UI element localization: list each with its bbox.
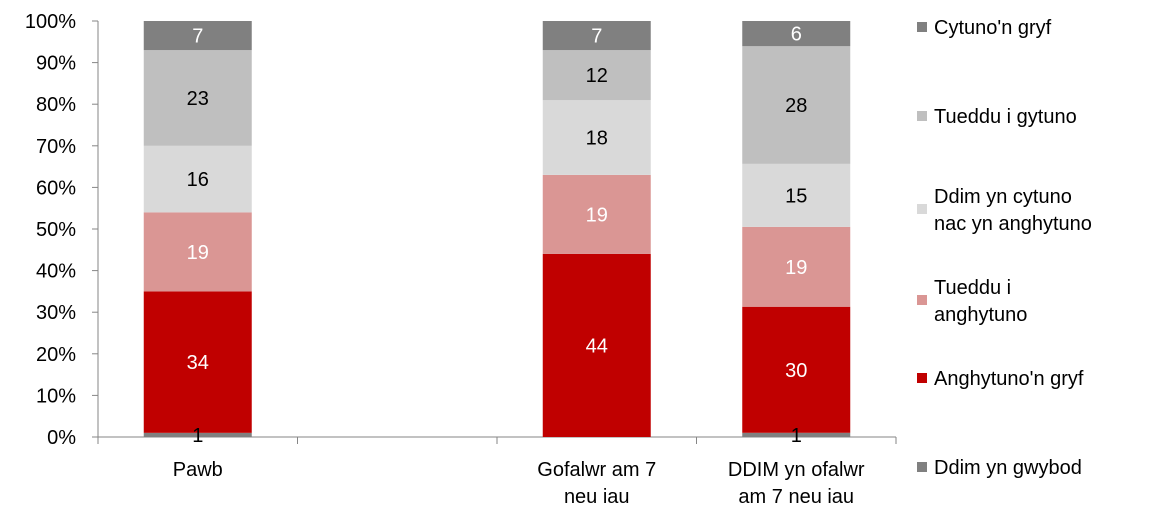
- x-category-label: am 7 neu iau: [738, 486, 854, 508]
- bar-segment: [143, 212, 252, 292]
- legend-label: Anghytuno'n gryf: [934, 368, 1084, 390]
- legend-label: Tueddu i: [934, 277, 1011, 299]
- bar-segment: [742, 306, 851, 433]
- bar-segment: [143, 432, 252, 437]
- data-label: 16: [187, 169, 209, 191]
- legend-swatch: [917, 373, 927, 383]
- data-label: 19: [586, 204, 608, 226]
- y-tick-label: 60%: [36, 177, 76, 199]
- data-label: 1: [192, 425, 203, 447]
- data-label: 12: [586, 65, 608, 87]
- legend-swatch: [917, 111, 927, 121]
- data-label: 34: [187, 352, 209, 374]
- data-label: 18: [586, 127, 608, 149]
- legend-swatch: [917, 204, 927, 214]
- bar-segment: [742, 21, 851, 47]
- chart-data-labels: 1 34 19 16 23 7 44 19 18 12 7 1 30 19 15 28 6: [187, 24, 808, 447]
- data-label: 19: [785, 257, 807, 279]
- bar-segment: [742, 432, 851, 437]
- x-category-label: DDIM yn ofalwr: [728, 459, 865, 481]
- legend-swatch: [917, 462, 927, 472]
- y-tick-label: 90%: [36, 53, 76, 75]
- data-label: 6: [791, 24, 802, 46]
- y-tick-label: 10%: [36, 385, 76, 407]
- y-tick-label: 0%: [47, 427, 76, 449]
- legend-label: Ddim yn gwybod: [934, 457, 1082, 479]
- bar-segment: [542, 100, 651, 175]
- bar-segment: [542, 21, 651, 51]
- bar-segment: [742, 163, 851, 227]
- chart-axes: 0% 10% 20% 30% 40% 50% 60% 70% 80% 90% 100% Pawb Gof…: [25, 11, 897, 508]
- data-label: 44: [586, 335, 608, 357]
- legend-swatch: [917, 22, 927, 32]
- data-label: 1: [791, 425, 802, 447]
- bar-segment: [143, 291, 252, 433]
- y-tick-label: 20%: [36, 344, 76, 366]
- x-category-label: Pawb: [173, 459, 223, 481]
- bar-segment: [143, 145, 252, 213]
- data-label: 15: [785, 185, 807, 207]
- chart-legend: Cytuno'n gryf Tueddu i gytuno Ddim yn cytu…: [917, 17, 1092, 479]
- bar-segment: [143, 21, 252, 51]
- y-tick-label: 80%: [36, 94, 76, 116]
- y-tick-label: 50%: [36, 219, 76, 241]
- y-tick-label: 40%: [36, 261, 76, 283]
- bar-segment: [542, 253, 651, 437]
- data-label: 28: [785, 95, 807, 117]
- bar-segment: [542, 50, 651, 101]
- x-category-label: Gofalwr am 7: [537, 459, 656, 481]
- data-label: 30: [785, 360, 807, 382]
- data-label: 7: [591, 26, 602, 48]
- bar-segment: [742, 46, 851, 164]
- y-tick-label: 100%: [25, 11, 76, 33]
- legend-label: Tueddu i gytuno: [934, 106, 1077, 128]
- bar-segment: [542, 174, 651, 254]
- legend-label: Ddim yn cytuno: [934, 186, 1072, 208]
- bar-segment: [742, 226, 851, 307]
- y-tick-label: 70%: [36, 136, 76, 158]
- legend-label: anghytuno: [934, 304, 1027, 326]
- legend-label: Cytuno'n gryf: [934, 17, 1052, 39]
- y-tick-label: 30%: [36, 302, 76, 324]
- bar-segment: [143, 50, 252, 146]
- legend-swatch: [917, 295, 927, 305]
- data-label: 19: [187, 242, 209, 264]
- data-label: 7: [192, 26, 203, 48]
- legend-label: nac yn anghytuno: [934, 213, 1092, 235]
- x-category-label: neu iau: [564, 486, 630, 508]
- chart-bars: [143, 21, 851, 437]
- data-label: 23: [187, 88, 209, 110]
